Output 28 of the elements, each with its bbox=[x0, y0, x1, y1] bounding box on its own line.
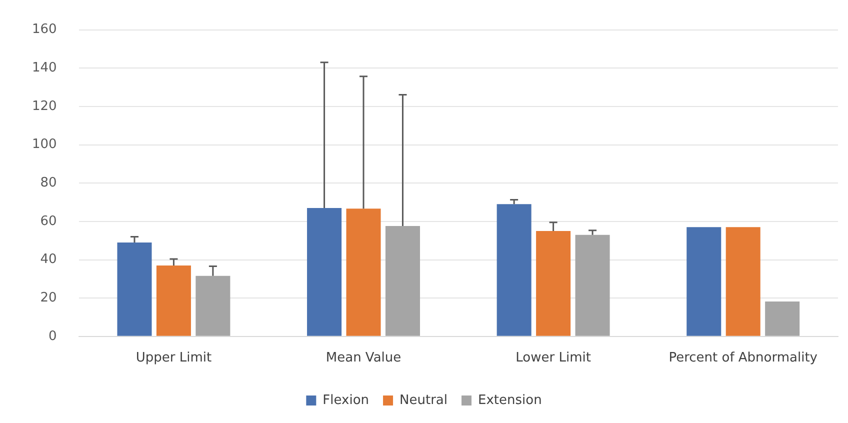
y-tick-label: 80 bbox=[40, 175, 57, 190]
bar bbox=[765, 302, 800, 336]
x-tick-label: Lower Limit bbox=[516, 350, 591, 366]
y-tick-label: 40 bbox=[40, 252, 57, 268]
y-tick-label: 20 bbox=[40, 290, 57, 306]
legend-label: Extension bbox=[478, 392, 542, 408]
bar bbox=[726, 227, 760, 336]
bar bbox=[575, 234, 610, 336]
y-tick-label: 140 bbox=[32, 60, 57, 76]
bar bbox=[117, 242, 152, 336]
legend-label: Flexion bbox=[322, 392, 370, 408]
bar bbox=[307, 208, 342, 336]
legend-label: Neutral bbox=[400, 392, 448, 408]
bar bbox=[385, 226, 420, 336]
bar bbox=[346, 208, 381, 336]
y-tick-label: 160 bbox=[32, 22, 57, 38]
bar bbox=[536, 231, 571, 336]
y-tick-label: 100 bbox=[32, 137, 57, 152]
y-tick-label: 60 bbox=[40, 214, 57, 229]
bar bbox=[156, 266, 191, 336]
bar bbox=[496, 204, 532, 336]
bar bbox=[196, 276, 230, 336]
y-tick-label: 0 bbox=[48, 328, 57, 344]
bar bbox=[686, 227, 722, 336]
x-tick-label: Mean Value bbox=[326, 350, 402, 366]
x-tick-label: Percent of Abnormality bbox=[668, 350, 818, 366]
y-tick-label: 120 bbox=[32, 98, 57, 114]
x-tick-label: Upper Limit bbox=[136, 350, 212, 366]
